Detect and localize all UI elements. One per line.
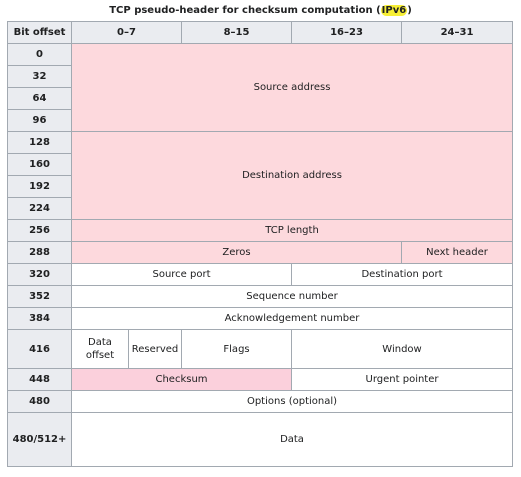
table-row: 256 TCP length bbox=[7, 219, 514, 242]
next-header-field: Next header bbox=[401, 241, 514, 264]
offset-cell: 448 bbox=[7, 368, 72, 391]
offset-cell: 288 bbox=[7, 241, 72, 264]
source-port-field: Source port bbox=[70, 263, 293, 286]
options-field: Options (optional) bbox=[70, 390, 514, 413]
offset-cell: 32 bbox=[7, 65, 72, 88]
header-bits-0-7: 0–7 bbox=[70, 21, 183, 44]
reserved-field: Reserved bbox=[127, 329, 183, 369]
table-row: 416 Data offset Reserved Flags Window bbox=[7, 329, 514, 369]
window-field: Window bbox=[291, 329, 514, 369]
urgent-pointer-field: Urgent pointer bbox=[291, 368, 514, 391]
table-row: 64 bbox=[7, 87, 513, 110]
header-row: Bit offset 0–7 8–15 16–23 24–31 bbox=[7, 21, 514, 44]
flags-field: Flags bbox=[181, 329, 293, 369]
table-row: 192 bbox=[7, 175, 513, 198]
caption-text-end: ) bbox=[407, 5, 412, 16]
tcp-length-field: TCP length bbox=[70, 219, 514, 242]
table-row: 288 Zeros Next header bbox=[7, 241, 514, 264]
offset-cell: 64 bbox=[7, 87, 72, 110]
header-bits-16-23: 16–23 bbox=[291, 21, 403, 44]
table-row: 0 Source address bbox=[7, 43, 514, 132]
table-row: 480 Options (optional) bbox=[7, 390, 514, 413]
table-row: 384 Acknowledgement number bbox=[7, 307, 514, 330]
data-field: Data bbox=[70, 412, 514, 467]
table-row: 224 bbox=[7, 197, 513, 220]
offset-cell: 320 bbox=[7, 263, 72, 286]
acknowledgement-number-field: Acknowledgement number bbox=[70, 307, 514, 330]
caption-highlight-ipv6: IPv6 bbox=[380, 5, 408, 16]
source-address-field: Source address bbox=[70, 43, 514, 132]
sequence-number-field: Sequence number bbox=[70, 285, 514, 308]
destination-port-field: Destination port bbox=[291, 263, 514, 286]
caption-text: TCP pseudo-header for checksum computati… bbox=[109, 5, 381, 16]
header-bit-offset: Bit offset bbox=[7, 21, 72, 44]
offset-cell: 224 bbox=[7, 197, 72, 220]
header-bits-8-15: 8–15 bbox=[181, 21, 293, 44]
table-row: 448 Checksum Urgent pointer bbox=[7, 368, 514, 391]
offset-cell: 480 bbox=[7, 390, 72, 413]
offset-cell: 0 bbox=[7, 43, 72, 66]
table-row: 352 Sequence number bbox=[7, 285, 514, 308]
checksum-field: Checksum bbox=[70, 368, 293, 391]
table-row: 320 Source port Destination port bbox=[7, 263, 514, 286]
offset-cell: 384 bbox=[7, 307, 72, 330]
table-row: 480/512+ Data bbox=[7, 412, 514, 467]
offset-cell: 160 bbox=[7, 153, 72, 176]
zeros-field: Zeros bbox=[70, 241, 403, 264]
table-row: 128 Destination address bbox=[7, 131, 514, 220]
table-caption: TCP pseudo-header for checksum computati… bbox=[0, 3, 521, 19]
header-bits-24-31: 24–31 bbox=[401, 21, 514, 44]
offset-cell: 128 bbox=[7, 131, 72, 154]
data-offset-field: Data offset bbox=[71, 329, 129, 369]
offset-cell: 480/512+ bbox=[7, 412, 72, 467]
offset-cell: 96 bbox=[7, 109, 72, 132]
offset-cell: 352 bbox=[7, 285, 72, 308]
tcp-pseudo-header-table: Bit offset 0–7 8–15 16–23 24–31 0 Source… bbox=[7, 21, 514, 467]
table-row: 32 bbox=[7, 65, 513, 88]
offset-cell: 192 bbox=[7, 175, 72, 198]
offset-cell: 256 bbox=[7, 219, 72, 242]
offset-cell: 416 bbox=[7, 329, 72, 369]
destination-address-field: Destination address bbox=[70, 131, 514, 220]
